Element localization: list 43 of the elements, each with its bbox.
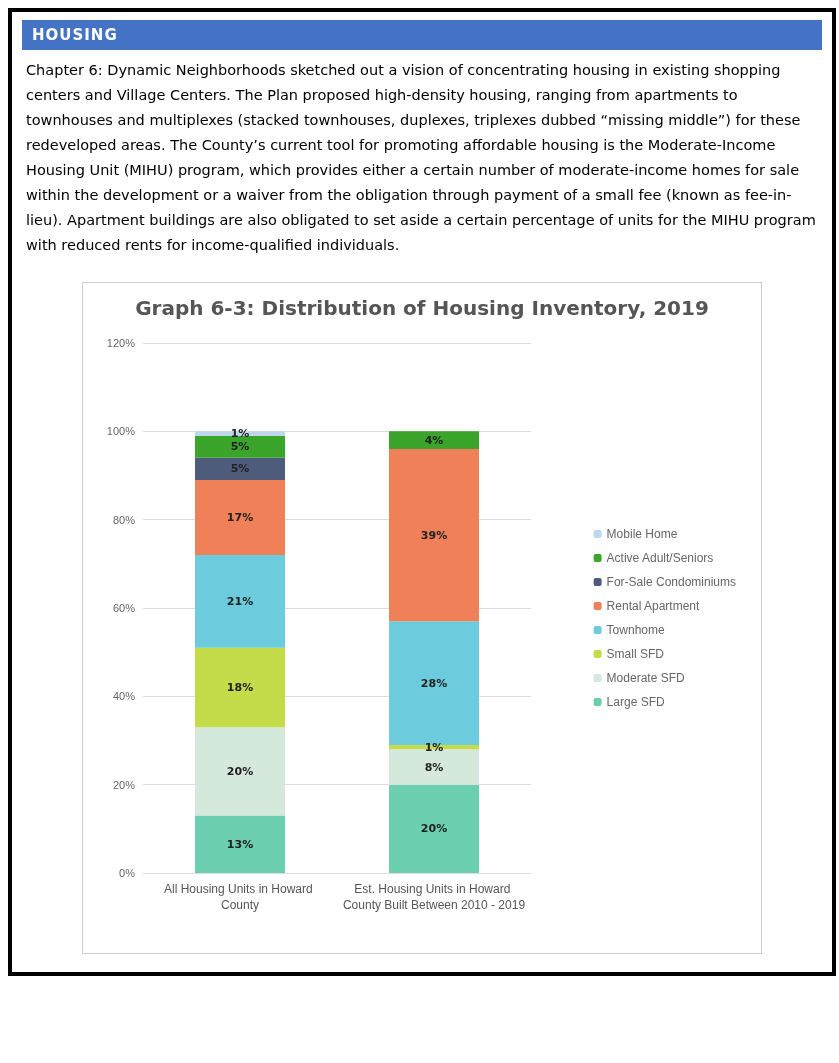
bar — [195, 815, 285, 873]
chart-title: Graph 6-3: Distribution of Housing Inventory, 2019 — [135, 296, 709, 320]
bar — [389, 449, 479, 622]
legend-label: Small SFD — [606, 647, 665, 661]
bar — [195, 431, 285, 436]
legend-label: Rental Apartment — [606, 599, 700, 613]
text: HOUSING — [22, 20, 822, 50]
y-tick-label: 20% — [112, 778, 136, 791]
legend-label: Moderate SFD — [606, 671, 685, 685]
legend-label: Active Adult/Seniors — [606, 551, 714, 565]
data-label: 21% — [226, 594, 254, 608]
legend-label: For-Sale Condominiums — [606, 575, 737, 589]
legend-label: Mobile Home — [606, 527, 678, 541]
x-tick-label: Est. Housing Units in Howard County Built Between 2010 - 2019 — [342, 882, 526, 912]
legend-label: Townhome — [606, 623, 665, 637]
y-tick-label: 0% — [119, 867, 136, 879]
y-tick-label: 60% — [112, 602, 136, 614]
data-label: 18% — [226, 681, 254, 694]
bar — [195, 555, 285, 648]
data-label: 20% — [420, 822, 448, 836]
data-label: 5% — [230, 440, 250, 454]
y-tick-label: 120% — [106, 337, 136, 349]
data-label: 5% — [230, 462, 250, 476]
y-tick-label: 80% — [112, 513, 136, 526]
bar — [195, 647, 285, 728]
y-tick-label: 100% — [106, 425, 136, 438]
bar — [389, 621, 479, 745]
bar — [389, 784, 479, 873]
y-tick-label: 40% — [112, 690, 136, 703]
data-label: 4% — [424, 433, 444, 447]
x-tick-label: All Housing Units in Howard County — [163, 882, 317, 912]
data-label: 39% — [420, 528, 448, 542]
bar — [195, 479, 285, 555]
text: Chapter 6: Dynamic Neighborhoods sketched out a vision of concentrating housing in existing shopping centers and Village Centers. The Plan proposed high-density housing, ranging from apartments to townhouses and multiplexes (stacked townhouses, duplexes, triplexes dubbed “missing middle”) for these redeveloped areas. The County’s current tool for promoting affordable housing is the Moderate-Income Housing Unit (MIHU) program, which provides either a certain number of moderate-income homes for sale within the development or a waiver from the obligation through payment of a small fee (known as fee-in-lieu). Apartment buildings are also obligated to set aside a certain percentage of units for the MIHU program with reduced rents for income-qualified individuals. — [26, 61, 817, 255]
bar — [195, 457, 285, 480]
data-label: 28% — [420, 676, 448, 690]
data-label: 8% — [424, 760, 444, 774]
bar — [389, 431, 479, 449]
data-label: 13% — [226, 837, 254, 851]
legend-label: Large SFD — [606, 695, 665, 709]
bar — [195, 435, 285, 458]
data-label: 17% — [226, 510, 254, 524]
data-label: 20% — [226, 764, 254, 778]
